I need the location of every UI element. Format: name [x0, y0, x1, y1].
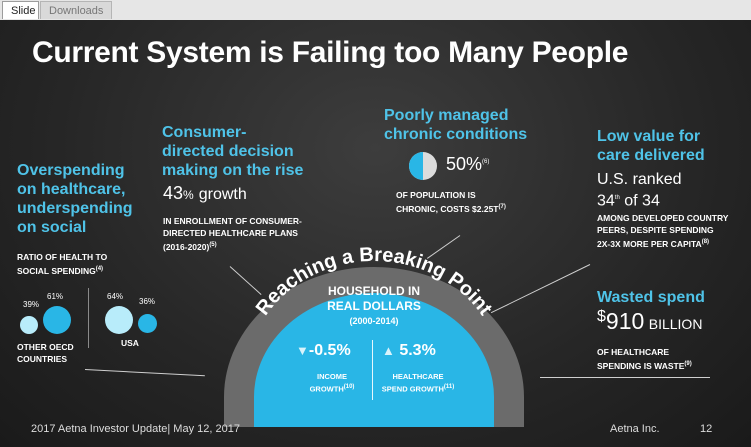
breaking-point-arc: Reaching a Breaking Point: [224, 247, 524, 427]
usa-social-dot: [138, 314, 157, 333]
waste-heading: Wasted spend: [597, 289, 705, 306]
oecd-health-dot: [20, 316, 38, 334]
low-value-heading: Low value for care delivered: [597, 128, 705, 164]
consumer-heading: Consumer- directed decision making on th…: [162, 124, 304, 179]
oecd-social-dot: [43, 306, 71, 334]
connector-waste: [540, 377, 710, 378]
waste-stat: $910 BILLION: [597, 308, 703, 334]
consumer-stat: 43% growth: [163, 183, 247, 203]
usa-pct-a: 64%: [107, 292, 124, 301]
tab-slide[interactable]: Slide: [2, 1, 39, 19]
low-value-stat: U.S. ranked 34th of 34: [597, 171, 682, 210]
slide-title: Current System is Failing too Many Peopl…: [32, 36, 629, 69]
income-stat: ▼-0.5%: [296, 342, 351, 359]
oecd-pct-a: 39%: [23, 300, 40, 309]
overspending-heading: Overspending on healthcare, underspendin…: [17, 162, 133, 236]
waste-desc: OF HEALTHCARE SPENDING IS WASTE(9): [597, 347, 692, 371]
chronic-stat: 50%(6): [446, 154, 490, 174]
oecd-label: OTHER OECD COUNTRIES: [17, 342, 74, 364]
ratio-divider: [88, 288, 89, 348]
usa-label: USA: [121, 338, 139, 348]
footer-left: 2017 Aetna Investor Update| May 12, 2017: [31, 423, 240, 435]
chronic-desc: OF POPULATION IS CHRONIC, COSTS $2.25T(7…: [396, 190, 506, 214]
footer-page: 12: [700, 423, 713, 435]
chronic-heading: Poorly managed chronic conditions: [384, 107, 528, 143]
tab-downloads[interactable]: Downloads: [40, 1, 112, 19]
consumer-desc: IN ENROLLMENT OF CONSUMER- DIRECTED HEAL…: [163, 216, 302, 252]
center-divider: [372, 340, 373, 400]
connector-left: [84, 369, 205, 377]
up-triangle-icon: ▲: [382, 343, 395, 358]
oecd-pct-b: 61%: [47, 292, 64, 301]
usa-health-dot: [105, 306, 133, 334]
tab-bar: Slide Downloads: [0, 0, 751, 21]
health-label: HEALTHCARE SPEND GROWTH(11): [381, 372, 455, 394]
footer-company: Aetna Inc.: [610, 423, 660, 435]
half-pie-icon: [409, 152, 437, 180]
slide: Current System is Failing too Many Peopl…: [0, 20, 751, 447]
down-triangle-icon: ▼: [296, 343, 309, 358]
low-value-desc: AMONG DEVELOPED COUNTRY PEERS, DESPITE S…: [597, 213, 729, 249]
income-label: INCOME GROWTH(10): [309, 372, 355, 394]
health-stat: ▲ 5.3%: [382, 342, 436, 359]
ratio-label: RATIO OF HEALTH TO SOCIAL SPENDING(4): [17, 252, 108, 276]
usa-pct-b: 36%: [139, 297, 156, 306]
center-title: HOUSEHOLD IN REAL DOLLARS (2000-2014): [327, 284, 421, 326]
